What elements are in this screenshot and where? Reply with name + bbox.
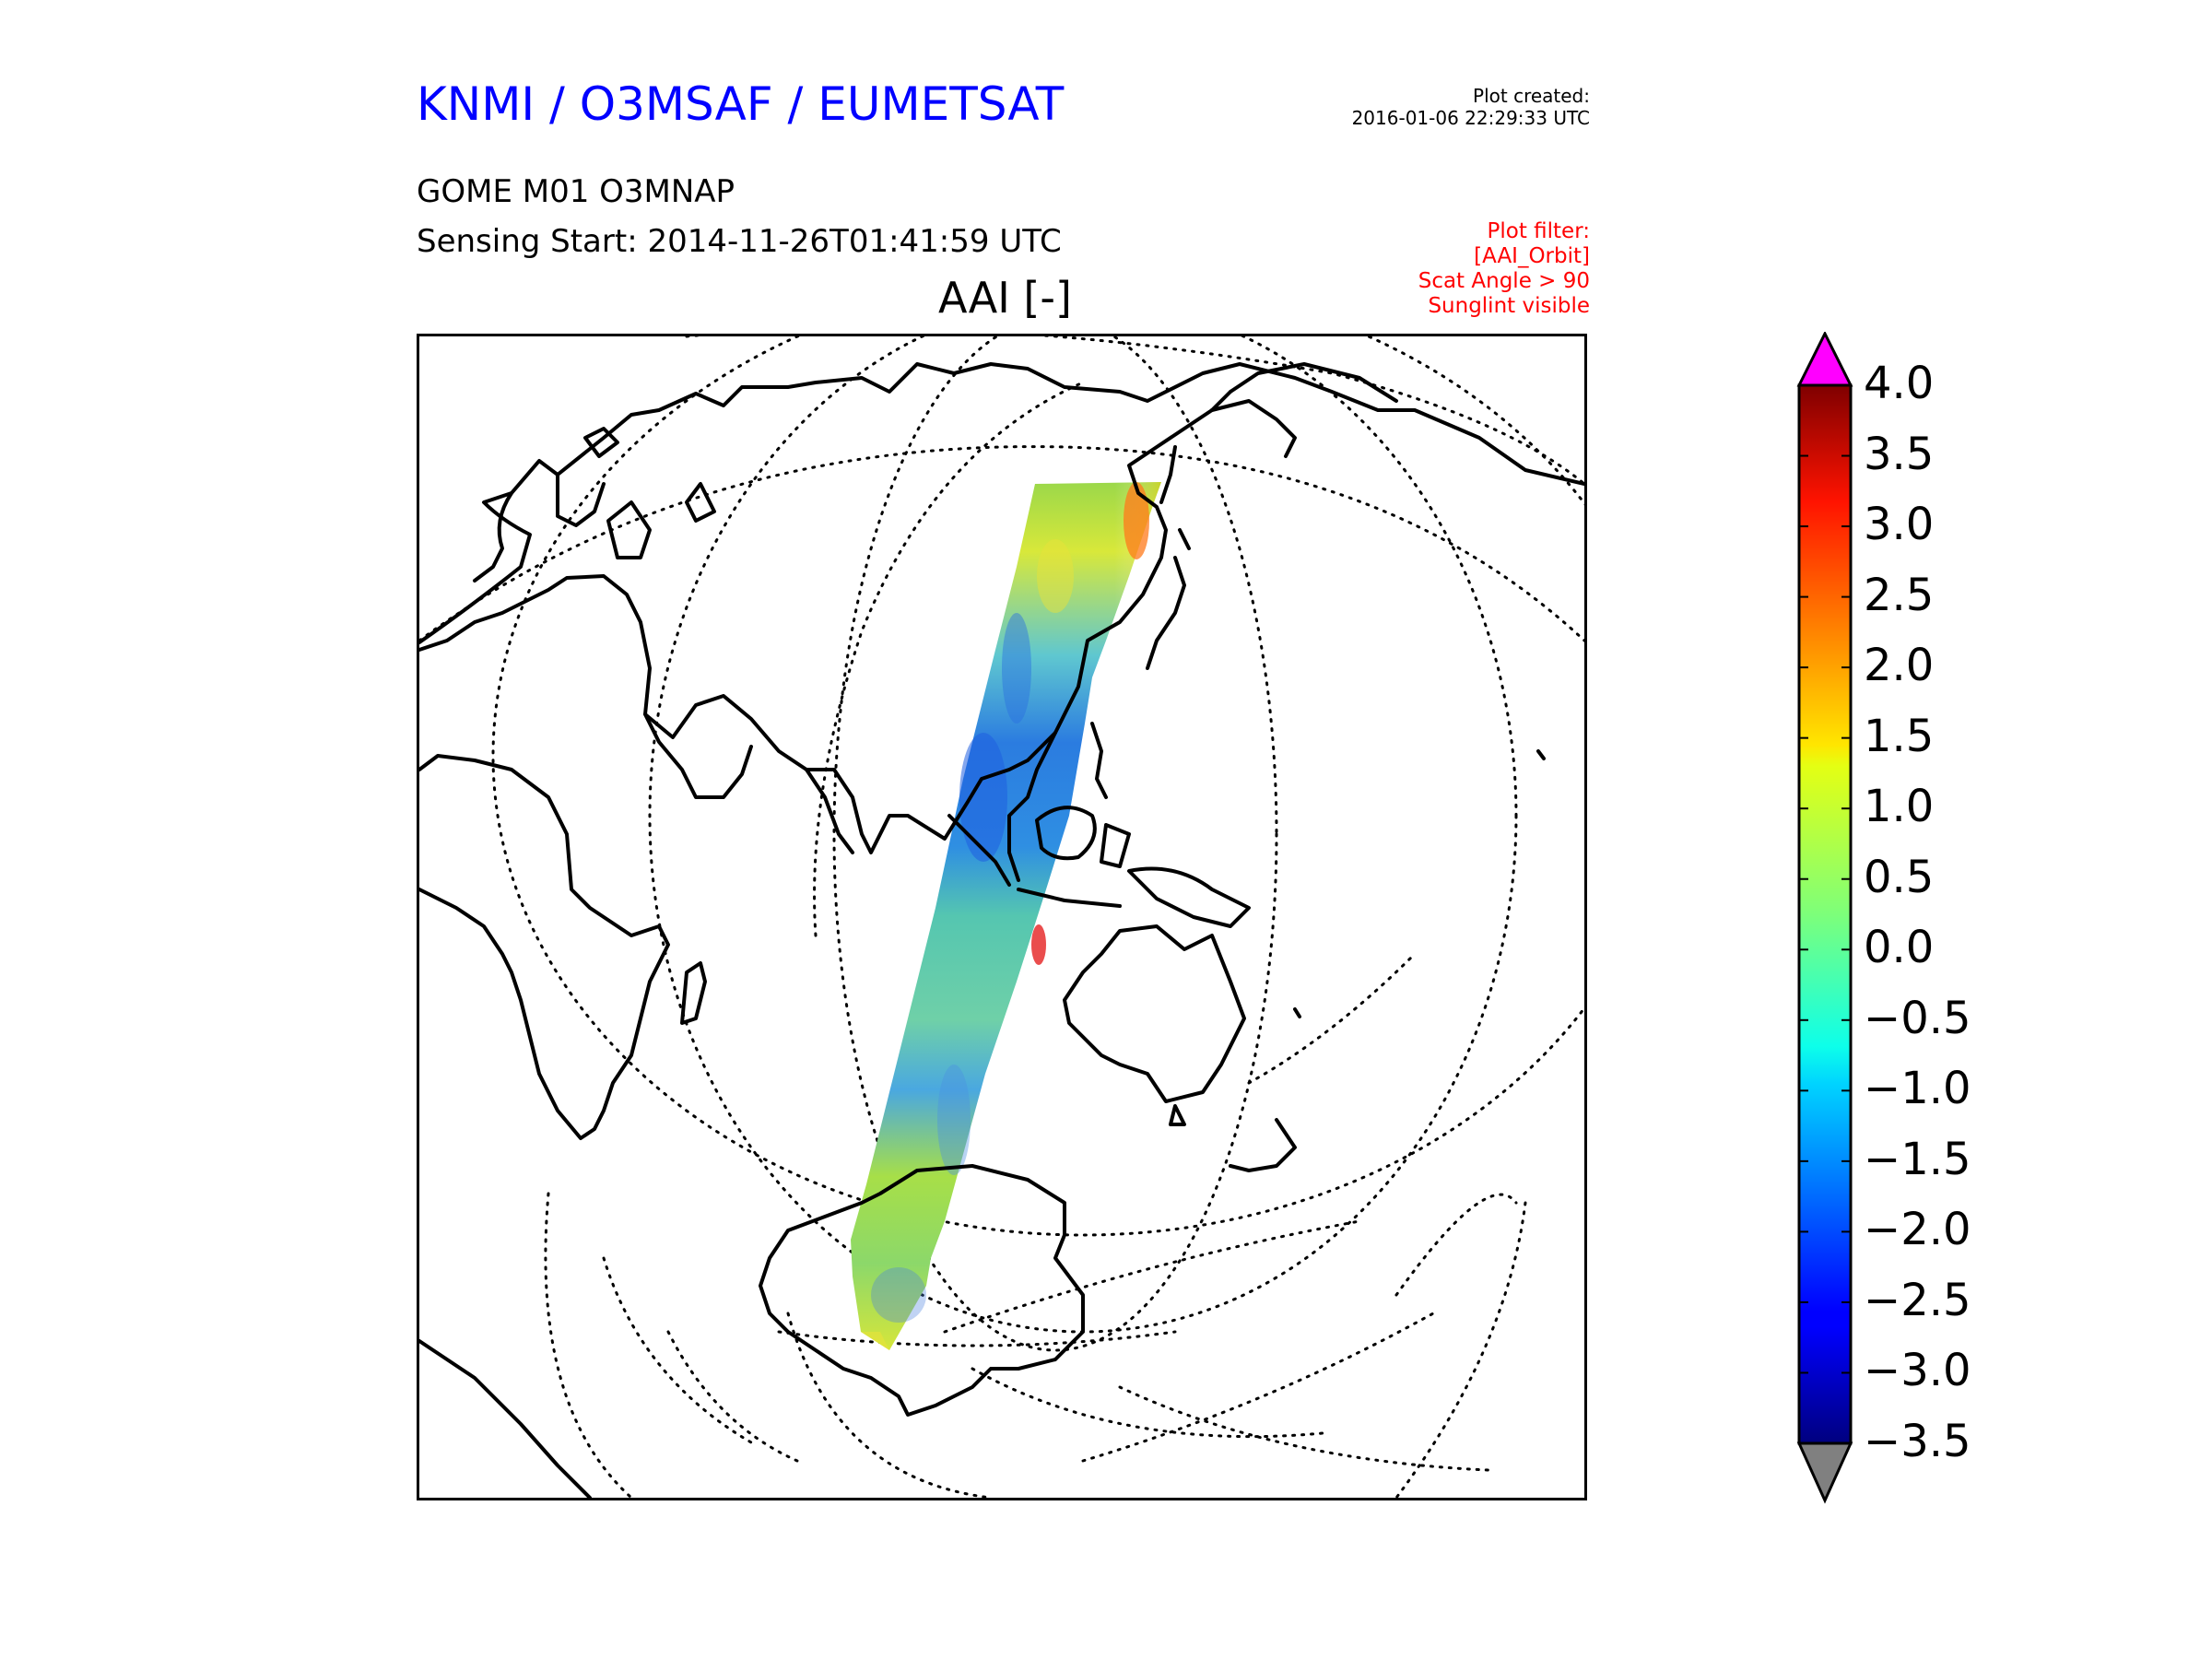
plot-filter: Plot filter: [AAI_Orbit] Scat Angle > 90… xyxy=(1272,219,1590,319)
colorbar-tick-label: 3.0 xyxy=(1864,499,1935,551)
colorbar-tick-label: −1.0 xyxy=(1864,1063,1971,1115)
colorbar-tick-label: 4.0 xyxy=(1864,358,1935,409)
aai-swath xyxy=(851,482,1161,1350)
plot-created-time: 2016-01-06 22:29:33 UTC xyxy=(1351,107,1590,129)
colorbar-tick-label: 1.0 xyxy=(1864,781,1935,833)
colorbar-tick-label: 2.0 xyxy=(1864,640,1935,692)
colorbar-tick-label: 0.5 xyxy=(1864,851,1935,903)
filter-scat-angle: Scat Angle > 90 xyxy=(1418,269,1590,293)
colorbar-tick-label: −1.5 xyxy=(1864,1133,1971,1185)
colorbar-tick-label: −2.0 xyxy=(1864,1204,1971,1256)
filter-orbit: [AAI_Orbit] xyxy=(1474,244,1590,268)
filter-sunglint: Sunglint visible xyxy=(1428,294,1590,318)
colorbar-under-triangle xyxy=(1796,1441,1853,1504)
map-frame xyxy=(417,334,1587,1500)
coastlines xyxy=(419,362,1584,1498)
colorbar xyxy=(1796,332,1853,1504)
colorbar-tick-label: −0.5 xyxy=(1864,992,1971,1044)
colorbar-over-triangle xyxy=(1796,332,1853,387)
plot-title: AAI [-] xyxy=(938,273,1072,323)
plot-created: Plot created: 2016-01-06 22:29:33 UTC xyxy=(1272,85,1590,129)
colorbar-gradient xyxy=(1797,383,1853,1445)
map-canvas xyxy=(419,336,1584,1498)
colorbar-tick-label: −2.5 xyxy=(1864,1274,1971,1326)
plot-created-label: Plot created: xyxy=(1473,85,1590,107)
filter-label: Plot filter: xyxy=(1487,219,1590,243)
colorbar-tick-label: 1.5 xyxy=(1864,710,1935,762)
product-name: GOME M01 O3MNAP xyxy=(417,173,735,210)
colorbar-tick-label: −3.0 xyxy=(1864,1345,1971,1397)
sensing-start: Sensing Start: 2014-11-26T01:41:59 UTC xyxy=(417,223,1062,260)
org-title: KNMI / O3MSAF / EUMETSAT xyxy=(417,77,1065,131)
colorbar-tick-label: 0.0 xyxy=(1864,922,1935,974)
colorbar-tick-marks xyxy=(1799,384,1851,1444)
colorbar-tick-label: 2.5 xyxy=(1864,569,1935,621)
colorbar-tick-label: 3.5 xyxy=(1864,428,1935,480)
colorbar-tick-label: −3.5 xyxy=(1864,1416,1971,1467)
